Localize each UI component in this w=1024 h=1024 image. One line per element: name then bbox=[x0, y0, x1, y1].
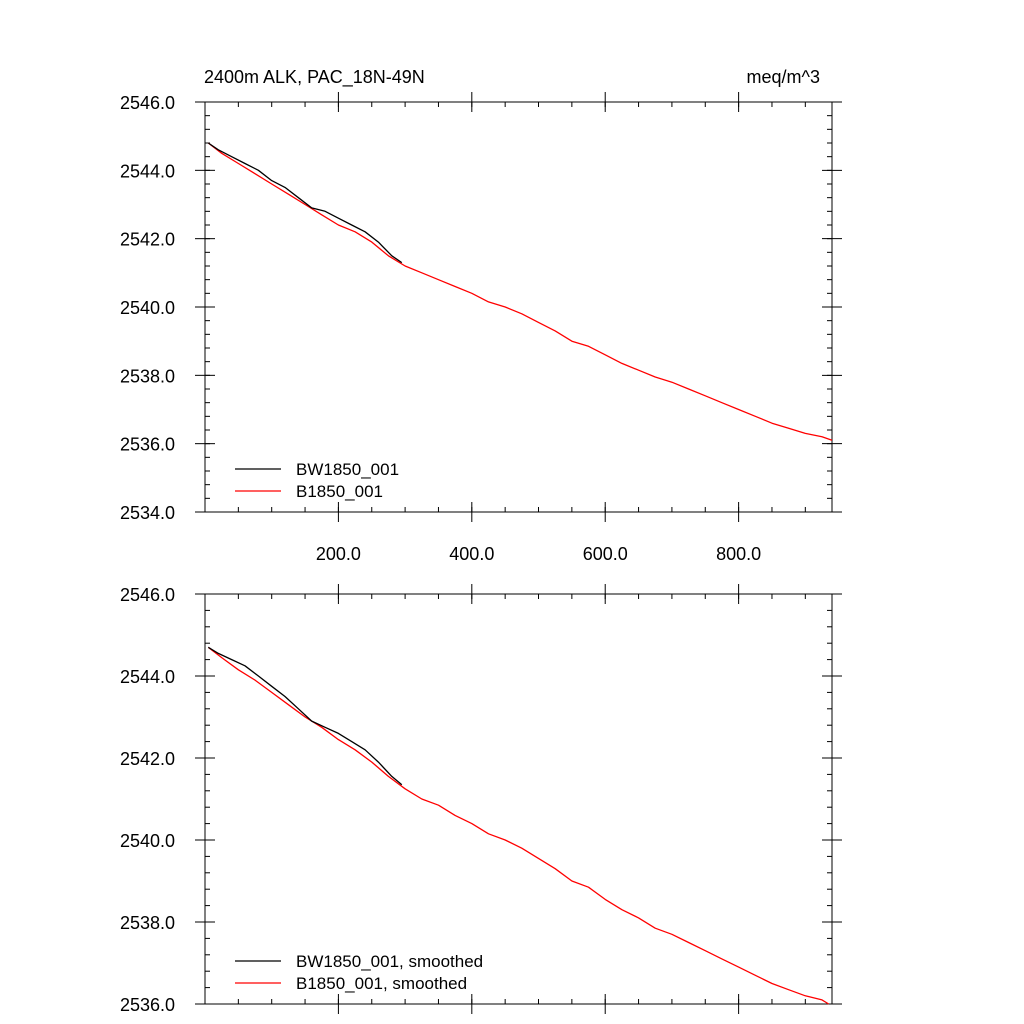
series-group-top bbox=[207, 142, 833, 441]
y-tick-label: 2534.0 bbox=[120, 503, 175, 523]
x-tick-label: 200.0 bbox=[316, 544, 361, 564]
panel-bottom: 2536.0 2538.0 2540.0 2542.0 2544.0 2546.0 BW1… bbox=[120, 584, 842, 1015]
y-tick-label: 2538.0 bbox=[120, 913, 175, 933]
y-axis-top: 2534.0 2536.0 2538.0 2540.0 2542.0 2544.0 2546… bbox=[120, 93, 842, 523]
legend-label-b1850: B1850_001 bbox=[296, 482, 383, 501]
legend-bottom: BW1850_001, smoothed B1850_001, smoothed bbox=[235, 952, 483, 993]
series-line-b1850-smoothed bbox=[207, 646, 830, 1005]
panel-top: 2400m ALK, PAC_18N-49N meq/m^3 2534.0253… bbox=[120, 67, 842, 564]
y-tick-label: 2544.0 bbox=[120, 161, 175, 181]
y-tick-label: 2546.0 bbox=[120, 93, 175, 113]
series-line-b1850 bbox=[207, 142, 833, 441]
y-tick-label: 2540.0 bbox=[120, 298, 175, 318]
series-line-bw1850 bbox=[207, 142, 403, 264]
y-tick-label: 2542.0 bbox=[120, 749, 175, 769]
y-tick-label: 2536.0 bbox=[120, 435, 175, 455]
y-tick-label: 2536.0 bbox=[120, 995, 175, 1015]
legend-label-bw1850-smoothed: BW1850_001, smoothed bbox=[296, 952, 483, 971]
y-tick-label: 2542.0 bbox=[120, 230, 175, 250]
chart-title-left: 2400m ALK, PAC_18N-49N bbox=[204, 67, 425, 88]
y-tick-label: 2546.0 bbox=[120, 585, 175, 605]
plot-frame-top bbox=[204, 101, 833, 513]
y-axis-bottom: 2536.0 2538.0 2540.0 2542.0 2544.0 2546.0 bbox=[120, 585, 842, 1015]
series-line-bw1850-smoothed bbox=[207, 646, 403, 786]
series-group-bottom bbox=[207, 646, 830, 1005]
plot-frame-bottom bbox=[204, 593, 833, 1005]
x-axis-top: 200.0 400.0 600.0 800.0 bbox=[237, 92, 806, 564]
legend-label-bw1850: BW1850_001 bbox=[296, 460, 399, 479]
y-tick-label: 2544.0 bbox=[120, 667, 175, 687]
chart-title-right: meq/m^3 bbox=[747, 67, 820, 87]
legend-label-b1850-smoothed: B1850_001, smoothed bbox=[296, 974, 467, 993]
x-tick-label: 400.0 bbox=[449, 544, 494, 564]
y-tick-label: 2540.0 bbox=[120, 831, 175, 851]
y-tick-label: 2538.0 bbox=[120, 366, 175, 386]
x-tick-label: 800.0 bbox=[716, 544, 761, 564]
legend-top: BW1850_001 B1850_001 bbox=[235, 460, 399, 501]
x-axis-bottom bbox=[237, 584, 806, 1014]
x-tick-label: 600.0 bbox=[583, 544, 628, 564]
